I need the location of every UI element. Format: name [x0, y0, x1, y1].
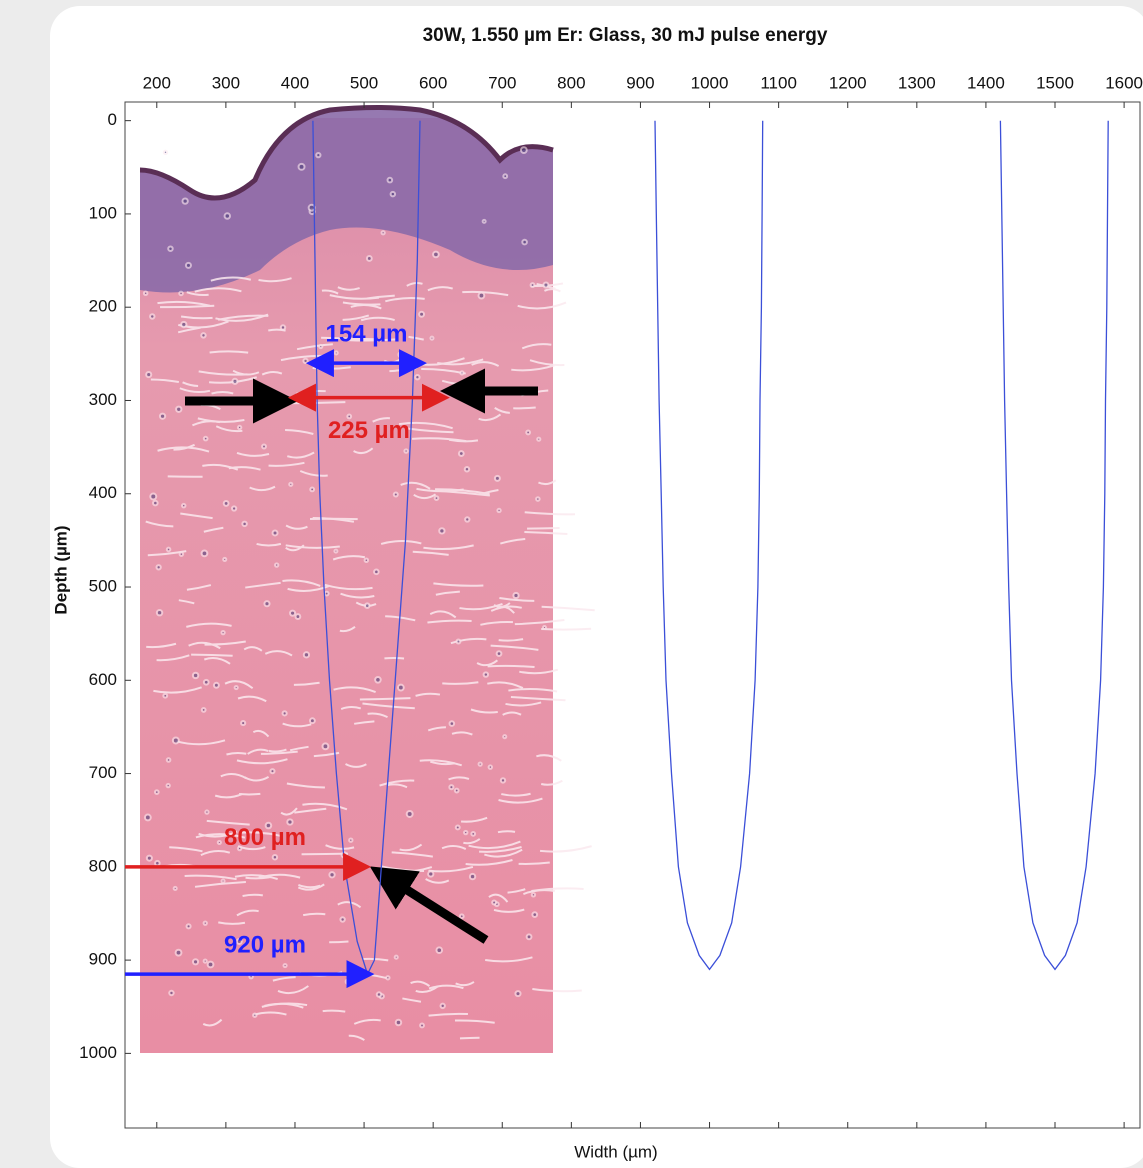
profile-line: [654, 120, 764, 971]
x-tick-label: 900: [626, 73, 654, 92]
x-tick-label: 700: [488, 73, 516, 92]
y-tick-label: 400: [89, 483, 117, 502]
pointer-arrow: [369, 866, 489, 944]
y-tick-label: 600: [89, 670, 117, 689]
y-tick-label: 1000: [79, 1043, 117, 1062]
x-axis-label: Width (µm): [574, 1142, 657, 1161]
histology-image: [139, 105, 595, 1053]
y-axis-label: Depth (µm): [51, 525, 70, 614]
annotation-label: 154 µm: [326, 321, 408, 348]
x-tick-label: 800: [557, 73, 585, 92]
x-tick-label: 1200: [829, 73, 867, 92]
y-tick-label: 800: [89, 856, 117, 875]
chart-title: 30W, 1.550 µm Er: Glass, 30 mJ pulse ene…: [423, 25, 828, 46]
x-tick-label: 1000: [691, 73, 729, 92]
x-tick-label: 1100: [760, 73, 797, 92]
y-tick-label: 900: [89, 950, 117, 969]
annotation-label: 920 µm: [224, 931, 306, 958]
plot-frame: [124, 101, 1141, 1129]
annotation-label: 800 µm: [224, 824, 306, 851]
y-tick-label: 200: [89, 297, 117, 316]
annotation-label: 225 µm: [328, 417, 410, 444]
x-tick-label: 1600: [1105, 73, 1143, 92]
y-tick-label: 0: [108, 110, 117, 129]
x-tick-label: 1500: [1036, 73, 1074, 92]
y-tick-label: 300: [89, 390, 117, 409]
x-tick-label: 300: [212, 73, 240, 92]
y-tick-label: 700: [89, 763, 117, 782]
x-tick-label: 600: [419, 73, 447, 92]
x-tick-label: 500: [350, 73, 378, 92]
x-tick-label: 1400: [967, 73, 1005, 92]
y-tick-label: 100: [89, 203, 117, 222]
y-tick-label: 500: [89, 577, 117, 596]
x-tick-label: 200: [143, 73, 171, 92]
profile-line: [999, 120, 1109, 971]
x-tick-label: 400: [281, 73, 309, 92]
x-tick-label: 1300: [898, 73, 936, 92]
